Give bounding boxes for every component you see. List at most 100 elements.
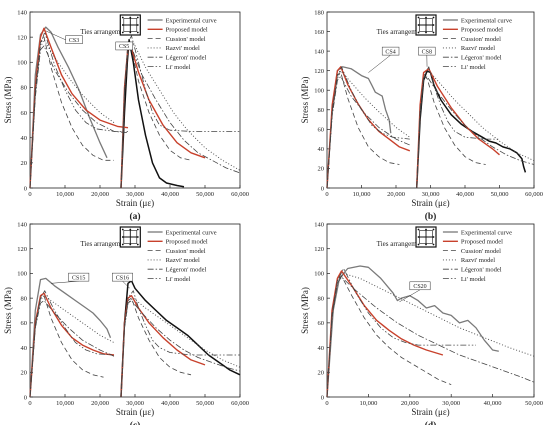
rebar-dot bbox=[417, 31, 420, 34]
legend-label: Experimental curve bbox=[166, 17, 217, 24]
panel-label: (a) bbox=[129, 211, 140, 222]
legend-label: Razvi' model bbox=[166, 257, 200, 264]
legend-label: Razvi' model bbox=[166, 45, 200, 52]
series-line-li bbox=[326, 268, 476, 398]
annotation-label: CS3 bbox=[69, 38, 79, 44]
chart-panel: 0 10,000 20,000 30,000 40,000 50,000 60,000 0 20… bbox=[300, 9, 543, 222]
series-line-cussion bbox=[416, 76, 486, 189]
annotation-label: CS15 bbox=[72, 275, 85, 281]
legend-label: Cussion' model bbox=[166, 248, 206, 255]
x-axis-label: Strain (με) bbox=[411, 198, 449, 208]
series-line-li bbox=[29, 31, 128, 189]
y-tick-label: 40 bbox=[318, 146, 325, 153]
y-tick-label: 80 bbox=[21, 85, 28, 92]
rebar-dot bbox=[136, 31, 139, 34]
series-line-cussion bbox=[326, 72, 400, 189]
legend-label: Proposed model bbox=[461, 239, 503, 246]
y-tick-label: 20 bbox=[21, 160, 28, 167]
annotation-label: CS4 bbox=[385, 49, 395, 55]
rebar-dot bbox=[417, 16, 420, 19]
series-line-razvi bbox=[326, 70, 411, 189]
panel-label: (c) bbox=[130, 420, 141, 425]
y-tick-label: 160 bbox=[314, 29, 324, 36]
x-tick-label: 40,000 bbox=[484, 400, 502, 407]
series-line-li bbox=[326, 66, 410, 189]
rebar-dot bbox=[425, 243, 427, 246]
y-tick-label: 100 bbox=[314, 271, 324, 278]
series-line-razvi bbox=[29, 295, 115, 398]
tie-inner-hoop bbox=[419, 18, 433, 32]
x-tick-label: 60,000 bbox=[231, 400, 249, 407]
series-line-proposed bbox=[120, 295, 206, 398]
series-line-legeron bbox=[326, 76, 410, 189]
legend-label: Li' model bbox=[166, 64, 191, 71]
y-tick-label: 60 bbox=[21, 110, 28, 117]
legend-label: Li' model bbox=[166, 276, 191, 283]
series-line-exp_black bbox=[120, 280, 241, 398]
y-tick-label: 140 bbox=[17, 9, 27, 16]
annotation-box bbox=[381, 46, 400, 56]
x-tick-label: 20,000 bbox=[91, 400, 109, 407]
ties-arrangement-label: Ties arrangement bbox=[80, 240, 129, 248]
panel-label: (d) bbox=[425, 420, 437, 425]
y-tick-label: 100 bbox=[17, 60, 27, 67]
series-line-exp_black bbox=[415, 69, 527, 189]
x-tick-label: 50,000 bbox=[196, 191, 214, 198]
legend-label: Légeron' model bbox=[461, 267, 502, 274]
series-line-exp_gray bbox=[29, 26, 108, 189]
x-tick-label: 0 bbox=[325, 400, 328, 407]
x-axis-label: Strain (με) bbox=[411, 407, 449, 417]
x-tick-label: 60,000 bbox=[525, 191, 543, 198]
rebar-dot bbox=[432, 236, 435, 238]
y-tick-label: 80 bbox=[318, 295, 325, 302]
y-tick-label: 140 bbox=[314, 221, 324, 228]
series-line-proposed bbox=[29, 27, 129, 189]
series-line-legeron bbox=[416, 76, 535, 189]
rebar-dot bbox=[136, 16, 139, 19]
x-tick-label: 50,000 bbox=[525, 400, 543, 407]
y-tick-label: 180 bbox=[314, 9, 324, 16]
series-line-exp_gray bbox=[326, 265, 499, 398]
x-tick-label: 30,000 bbox=[422, 191, 440, 198]
y-tick-label: 140 bbox=[17, 221, 27, 228]
x-tick-label: 60,000 bbox=[231, 191, 249, 198]
y-tick-label: 80 bbox=[21, 295, 28, 302]
y-tick-label: 60 bbox=[318, 320, 325, 327]
series-line-legeron bbox=[29, 300, 115, 398]
x-tick-label: 50,000 bbox=[491, 191, 509, 198]
y-tick-label: 120 bbox=[17, 246, 27, 253]
series-line-legeron bbox=[326, 276, 535, 398]
rebar-dot bbox=[136, 228, 139, 231]
annotation-leader bbox=[122, 280, 130, 289]
x-tick-label: 40,000 bbox=[456, 191, 474, 198]
legend-label: Li' model bbox=[461, 276, 486, 283]
series-line-exp_black bbox=[120, 38, 185, 189]
y-axis-label: Stress (MPa) bbox=[3, 287, 13, 334]
tie-inner-hoop bbox=[419, 230, 433, 244]
rebar-dot bbox=[432, 243, 435, 246]
annotation-leader bbox=[399, 289, 421, 303]
x-tick-label: 0 bbox=[28, 400, 31, 407]
y-tick-label: 120 bbox=[314, 68, 324, 75]
series-line-proposed bbox=[29, 292, 115, 398]
rebar-dot bbox=[121, 243, 124, 246]
plot-frame bbox=[326, 11, 535, 189]
series-line-razvi bbox=[416, 70, 535, 189]
y-tick-label: 20 bbox=[318, 370, 325, 377]
series-line-cussion bbox=[29, 36, 114, 189]
y-axis-label: Stress (MPa) bbox=[300, 77, 310, 124]
x-tick-label: 20,000 bbox=[401, 400, 419, 407]
y-tick-label: 0 bbox=[24, 394, 27, 401]
y-tick-label: 20 bbox=[318, 166, 325, 173]
y-axis-label: Stress (MPa) bbox=[300, 287, 310, 334]
annotation-box bbox=[112, 272, 133, 282]
annotation-label: CS16 bbox=[116, 275, 129, 281]
annotation-box bbox=[418, 46, 436, 56]
x-tick-label: 10,000 bbox=[56, 400, 74, 407]
ties-arrangement-label: Ties arrangement bbox=[377, 28, 426, 36]
rebar-dot bbox=[136, 243, 139, 246]
y-tick-label: 60 bbox=[21, 320, 28, 327]
rebar-dot bbox=[129, 16, 132, 19]
x-axis-label: Strain (με) bbox=[116, 407, 154, 417]
